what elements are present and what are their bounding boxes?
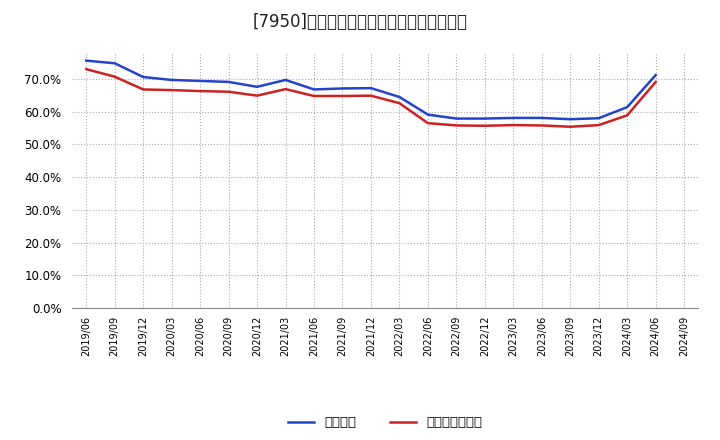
固定長期適合率 <box>196 88 204 94</box>
固定比率 <box>480 116 489 121</box>
固定長期適合率 <box>282 87 290 92</box>
固定比率 <box>423 112 432 117</box>
固定長期適合率 <box>395 101 404 106</box>
固定長期適合率 <box>652 79 660 84</box>
固定長期適合率 <box>423 121 432 126</box>
固定長期適合率 <box>139 87 148 92</box>
固定比率 <box>139 74 148 80</box>
固定比率 <box>595 116 603 121</box>
Line: 固定比率: 固定比率 <box>86 61 656 119</box>
固定長期適合率 <box>366 93 375 98</box>
固定比率 <box>623 104 631 110</box>
固定長期適合率 <box>537 123 546 128</box>
固定比率 <box>537 115 546 121</box>
固定長期適合率 <box>623 113 631 118</box>
固定長期適合率 <box>595 122 603 128</box>
固定長期適合率 <box>253 93 261 98</box>
Legend: 固定比率, 固定長期適合率: 固定比率, 固定長期適合率 <box>282 411 488 434</box>
固定比率 <box>82 58 91 63</box>
固定比率 <box>338 86 347 91</box>
固定比率 <box>225 79 233 84</box>
固定長期適合率 <box>452 123 461 128</box>
固定長期適合率 <box>480 123 489 128</box>
固定比率 <box>282 77 290 83</box>
固定比率 <box>253 84 261 89</box>
固定比率 <box>452 116 461 121</box>
固定長期適合率 <box>566 124 575 129</box>
固定比率 <box>167 77 176 83</box>
固定比率 <box>395 94 404 99</box>
固定長期適合率 <box>167 88 176 93</box>
固定比率 <box>566 117 575 122</box>
固定長期適合率 <box>225 89 233 94</box>
固定長期適合率 <box>338 93 347 99</box>
固定長期適合率 <box>110 74 119 79</box>
固定比率 <box>366 85 375 91</box>
Text: [7950]　固定比率、固定長期適合率の推移: [7950] 固定比率、固定長期適合率の推移 <box>253 13 467 31</box>
固定比率 <box>196 78 204 84</box>
固定比率 <box>652 73 660 78</box>
固定長期適合率 <box>82 66 91 72</box>
固定長期適合率 <box>509 122 518 128</box>
固定比率 <box>509 115 518 121</box>
固定比率 <box>310 87 318 92</box>
固定長期適合率 <box>310 93 318 99</box>
固定比率 <box>110 61 119 66</box>
Line: 固定長期適合率: 固定長期適合率 <box>86 69 656 127</box>
